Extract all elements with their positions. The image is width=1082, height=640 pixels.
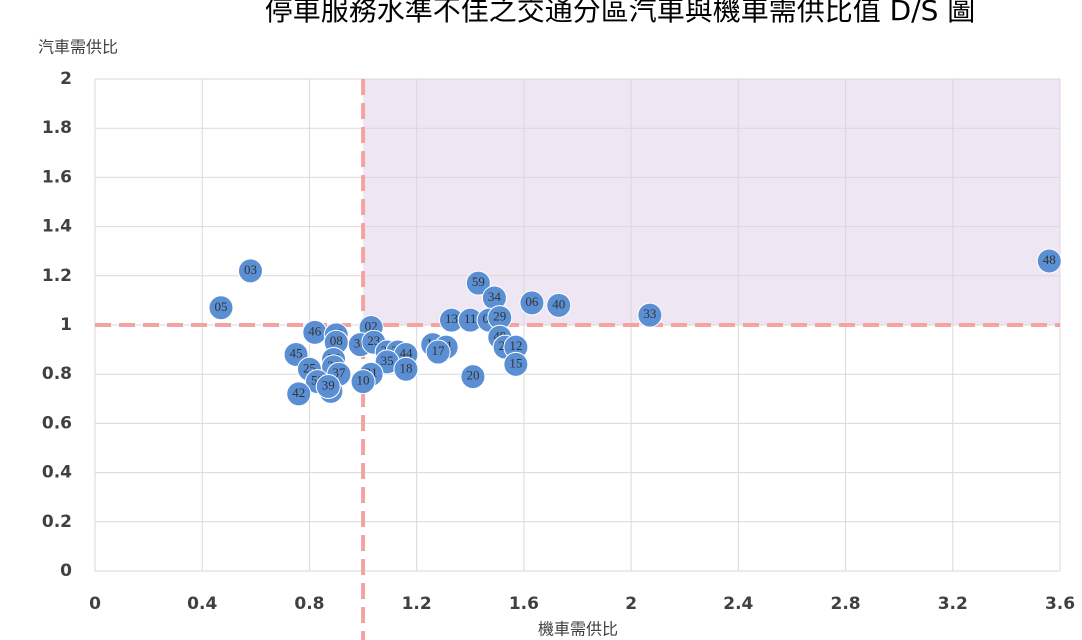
chart-title: 停車服務水準不佳之交通分區汽車與機車需供比值 D/S 圖 <box>265 0 976 27</box>
point-label: 13 <box>445 311 458 326</box>
y-tick-label: 1.8 <box>42 118 72 138</box>
point-label: 44 <box>399 346 413 361</box>
x-tick-label: 1.6 <box>509 594 539 614</box>
x-tick-label: 2 <box>625 594 637 614</box>
point <box>208 295 234 321</box>
y-axis-label: 汽車需供比 <box>38 38 118 57</box>
y-tick-label: 1.4 <box>42 217 72 237</box>
point-label: 42 <box>292 385 305 400</box>
point <box>1036 248 1062 274</box>
x-tick-label: 2.4 <box>723 594 753 614</box>
y-tick-label: 1 <box>60 315 72 335</box>
x-tick-label: 3.2 <box>938 594 968 614</box>
point-label: 48 <box>1043 252 1056 267</box>
point-label: 20 <box>466 368 479 383</box>
point <box>286 381 312 407</box>
point-label: 37 <box>332 365 346 380</box>
point <box>425 339 451 365</box>
point-label: 23 <box>367 333 380 348</box>
x-tick-label: 0.4 <box>187 594 217 614</box>
y-tick-label: 0.6 <box>42 413 72 433</box>
point-label: 40 <box>552 296 565 311</box>
point-label: 03 <box>244 262 257 277</box>
point <box>393 356 419 382</box>
point-label: 15 <box>509 355 522 370</box>
point-label: 06 <box>525 294 539 309</box>
point-label: 02 <box>365 318 378 333</box>
point-label: 18 <box>399 360 412 375</box>
point-label: 45 <box>290 346 303 361</box>
point <box>465 270 491 296</box>
x-tick-label: 3.6 <box>1045 594 1075 614</box>
point <box>460 364 486 390</box>
point-label: 12 <box>509 338 522 353</box>
point-label: 05 <box>214 299 227 314</box>
point-label: 34 <box>488 289 502 304</box>
y-tick-label: 0.4 <box>42 463 72 483</box>
point-label: 35 <box>381 353 394 368</box>
point-label: 29 <box>493 309 506 324</box>
x-tick-label: 2.8 <box>830 594 860 614</box>
point <box>503 351 529 377</box>
point-label: 08 <box>330 333 343 348</box>
point <box>350 369 376 395</box>
x-tick-label: 0.8 <box>294 594 324 614</box>
point <box>546 292 572 318</box>
point <box>637 302 663 328</box>
y-tick-label: 2 <box>60 69 72 89</box>
x-tick-label: 0 <box>89 594 101 614</box>
point-label: 59 <box>472 274 485 289</box>
x-axis-label: 機車需供比 <box>538 620 618 639</box>
point-label: 10 <box>357 373 370 388</box>
y-tick-label: 0.2 <box>42 512 72 532</box>
point-label: 39 <box>322 377 335 392</box>
point-label: 11 <box>464 311 477 326</box>
point-label: 46 <box>308 323 322 338</box>
point-label: 33 <box>643 306 656 321</box>
point <box>519 290 545 316</box>
y-tick-label: 1.2 <box>42 266 72 286</box>
x-tick-label: 1.2 <box>402 594 432 614</box>
point <box>237 258 263 284</box>
point-label: 17 <box>432 343 446 358</box>
y-tick-label: 0.8 <box>42 364 72 384</box>
point <box>315 374 341 399</box>
y-tick-label: 1.6 <box>42 167 72 187</box>
y-tick-label: 0 <box>60 561 72 581</box>
